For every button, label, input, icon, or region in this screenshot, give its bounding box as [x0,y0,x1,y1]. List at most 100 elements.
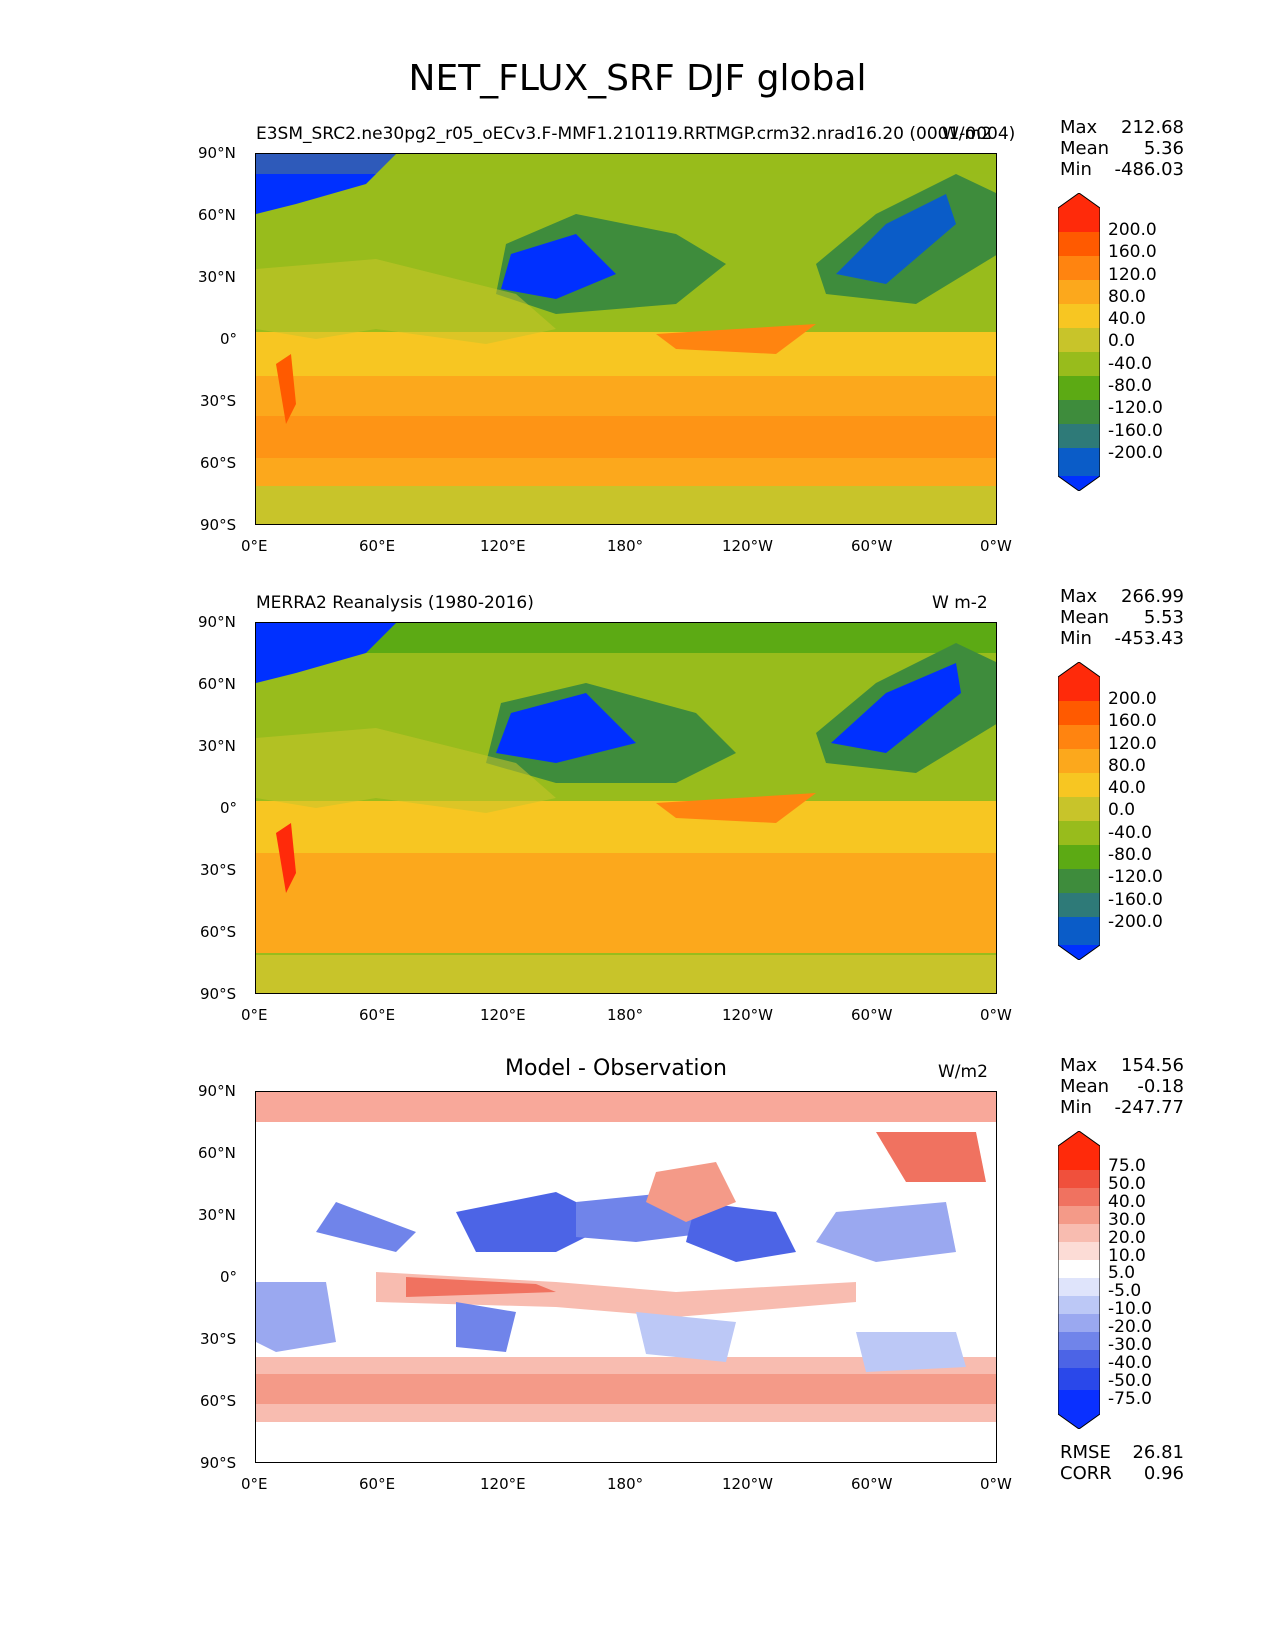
stat-label: Mean [1060,138,1110,159]
x-tick-label: 60°E [359,1475,396,1493]
y-tick-label: 30°N [198,268,236,286]
colorbar-label: -80.0 [1108,376,1152,397]
stat-label: Mean [1060,1076,1110,1097]
x-tick-label: 120°E [480,1006,526,1024]
y-tick-label: 30°S [200,861,237,879]
colorbar-label: 75.0 [1108,1156,1146,1176]
x-tick-label: 60°E [359,537,396,555]
colorbar-label: 0.0 [1108,331,1136,352]
x-tick-label: 120°W [722,1475,773,1493]
panel-1-colorbar-labels: 200.0 160.0 120.0 80.0 40.0 0.0 -40.0 -8… [1108,219,1163,464]
colorbar-label: -120.0 [1108,398,1163,419]
panel-1-stats: Max 212.68 Mean 5.36 Min -486.03 [1060,117,1184,180]
panel-3-extra-stats: RMSE 26.81 CORR 0.96 [1060,1442,1184,1484]
panel-2-stats: Max 266.99 Mean 5.53 Min -453.43 [1060,586,1184,649]
x-tick-label: 120°W [722,537,773,555]
colorbar-label: -20.0 [1108,1317,1152,1338]
y-tick-label: 30°S [200,1330,237,1348]
panel-2-map [255,622,997,994]
x-tick-label: 60°W [851,537,893,555]
x-tick-label: 180° [607,537,644,555]
x-tick-label: 0°W [980,1475,1012,1493]
y-tick-label: 30°N [198,737,236,755]
y-tick-label: 60°N [198,206,236,224]
x-tick-label: 60°W [851,1006,893,1024]
stat-max: 266.99 [1121,586,1184,607]
y-tick-label: 60°S [200,923,237,941]
colorbar-label: -10.0 [1108,1299,1152,1320]
panel-3-colorbar [1058,1131,1100,1429]
colorbar-label: -40.0 [1108,1352,1152,1373]
stat-rmse: 26.81 [1132,1442,1184,1463]
figure-title: NET_FLUX_SRF DJF global [408,58,867,99]
y-tick-label: 0° [220,330,238,348]
colorbar-label: 30.0 [1108,1209,1146,1230]
y-tick-label: 0° [220,799,238,817]
y-tick-label: 90°S [200,1454,237,1472]
x-tick-label: 0°E [241,1475,268,1493]
y-tick-label: 90°S [200,985,237,1003]
x-tick-label: 120°E [480,537,526,555]
colorbar-label: 40.0 [1108,1191,1146,1212]
stat-mean: 5.53 [1143,607,1184,628]
colorbar-label: -160.0 [1108,889,1163,910]
colorbar-label: 10.0 [1108,1245,1146,1266]
stat-min: -247.77 [1114,1097,1184,1118]
colorbar-label: -200.0 [1108,442,1163,463]
stat-label: Max [1060,1055,1098,1076]
x-tick-label: 180° [607,1475,644,1493]
panel-2-colorbar-labels: 200.0 160.0 120.0 80.0 40.0 0.0 -40.0 -8… [1108,688,1163,933]
colorbar-label: -75.0 [1108,1388,1152,1409]
colorbar-label: 200.0 [1108,220,1157,240]
x-tick-label: 120°E [480,1475,526,1493]
y-tick-label: 60°S [200,454,237,472]
panel-3-units: W/m2 [938,1062,988,1082]
x-tick-label: 0°W [980,537,1012,555]
x-tick-label: 180° [607,1006,644,1024]
x-tick-label: 120°W [722,1006,773,1024]
colorbar-label: 160.0 [1108,711,1157,732]
colorbar-label: 80.0 [1108,755,1146,776]
y-tick-label: 60°S [200,1392,237,1410]
colorbar-label: 40.0 [1108,309,1146,330]
x-tick-label: 60°E [359,1006,396,1024]
panel-2-colorbar [1058,662,1100,960]
panel-3-center-title: Model - Observation [505,1056,727,1081]
colorbar-label: -50.0 [1108,1370,1152,1391]
stat-label: RMSE [1060,1442,1111,1463]
panel-3-colorbar-labels: 75.0 50.0 40.0 30.0 20.0 10.0 5.0 -5.0 -… [1108,1156,1152,1409]
y-tick-label: 90°N [198,613,236,631]
panel-3-map [255,1091,997,1463]
colorbar-label: -30.0 [1108,1335,1152,1356]
stat-label: CORR [1060,1463,1112,1484]
panel-2-left-title: MERRA2 Reanalysis (1980-2016) [256,593,534,613]
x-tick-label: 60°W [851,1475,893,1493]
panel-1-colorbar [1058,193,1100,491]
colorbar-label: 200.0 [1108,689,1157,709]
y-tick-label: 90°N [198,144,236,162]
panel-1-left-title: E3SM_SRC2.ne30pg2_r05_oECv3.F-MMF1.21011… [256,124,1016,144]
stat-label: Min [1060,159,1092,180]
y-tick-label: 30°S [200,392,237,410]
y-tick-label: 30°N [198,1206,236,1224]
colorbar-label: -40.0 [1108,822,1152,843]
colorbar-label: 50.0 [1108,1173,1146,1194]
colorbar-label: 5.0 [1108,1263,1136,1284]
colorbar-label: -160.0 [1108,420,1163,441]
colorbar-label: -40.0 [1108,353,1152,374]
stat-max: 212.68 [1121,117,1184,138]
colorbar-label: 0.0 [1108,800,1136,821]
x-tick-label: 0°E [241,1006,268,1024]
colorbar-label: 120.0 [1108,733,1157,754]
colorbar-label: 160.0 [1108,242,1157,263]
y-tick-label: 60°N [198,675,236,693]
stat-label: Max [1060,586,1098,607]
colorbar-label: 120.0 [1108,264,1157,285]
panel-1-units: W/m2 [942,124,992,144]
colorbar-label: 80.0 [1108,286,1146,307]
stat-label: Min [1060,1097,1092,1118]
panel-3-stats: Max 154.56 Mean -0.18 Min -247.77 [1060,1055,1184,1118]
stat-min: -486.03 [1114,159,1184,180]
colorbar-label: -5.0 [1108,1281,1142,1302]
colorbar-label: 40.0 [1108,778,1146,799]
